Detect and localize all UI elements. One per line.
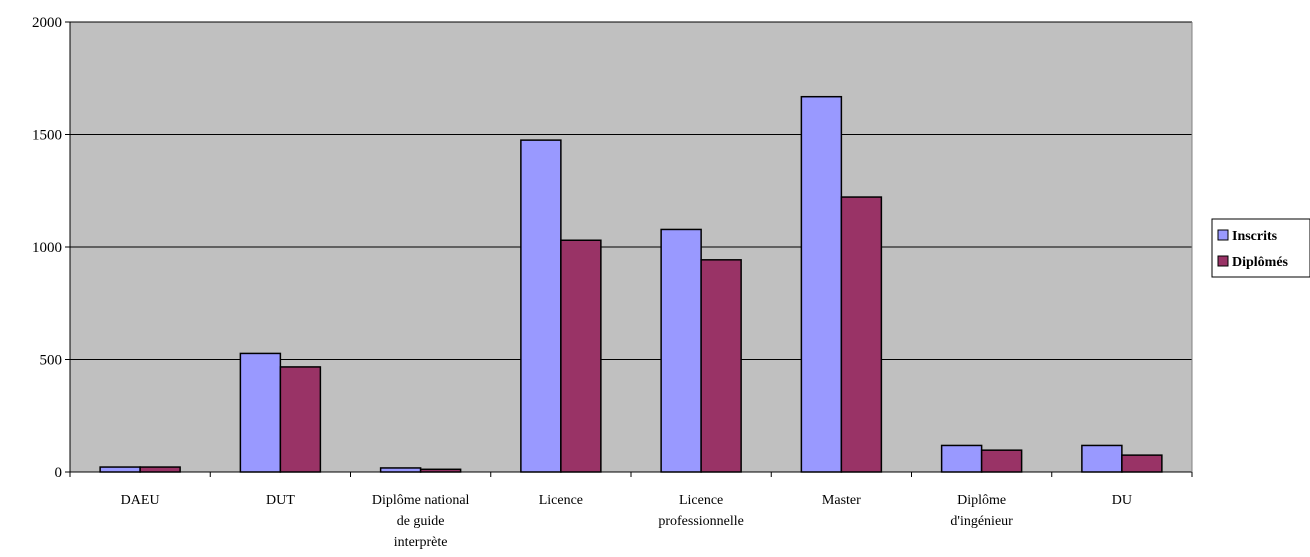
bar-inscrits-6 [940,444,983,473]
x-category-label-line: d'ingénieur [950,514,1013,529]
bar-inscrits-7 [1081,444,1123,473]
x-category-label-line: Diplôme national [372,493,470,508]
x-category-label-line: Diplôme [957,493,1006,508]
legend: Inscrits Diplômés [1211,218,1310,278]
legend-swatch [1217,229,1229,241]
bar-inscrits-2 [379,467,422,473]
x-category-label-line: professionnelle [658,514,744,529]
bar-inscrits-5 [800,95,843,473]
legend-label: Inscrits [1232,229,1278,244]
x-category-label: Diplôme d'ingénieur [950,493,1013,529]
y-tick-label: 2000 [32,15,62,31]
x-category-label: DAEU [121,493,160,508]
x-category-label-line: Licence [679,493,723,508]
y-tick-label: 0 [55,465,63,481]
x-category-label-line: DU [1112,493,1132,508]
y-tick-label: 500 [40,353,63,369]
bar-inscrits-4 [660,228,702,473]
x-category-label-line: DAEU [121,493,160,508]
x-category-label: Licence [539,493,583,508]
x-category-label: DUT [266,493,295,508]
legend-swatch [1217,255,1229,267]
bar-diplms-4 [700,259,742,473]
x-category-label: Master [822,493,861,508]
x-category-label: DU [1112,493,1132,508]
x-category-label-line: DUT [266,493,295,508]
bar-diplms-7 [1121,454,1163,473]
x-axis-ticks: DAEU DUT Diplôme national de guide interprèt… [69,472,1193,550]
x-category-label-line: interprète [394,535,448,550]
bar-inscrits-1 [239,352,282,473]
x-category-label-line: de guide [397,514,445,529]
bar-diplms-0 [139,466,181,473]
legend-box [1211,218,1310,278]
y-tick-label: 1500 [32,128,62,144]
bar-diplms-6 [980,449,1023,473]
y-axis-ticks: 0 500 1000 1500 2000 [32,15,70,481]
x-category-label: Diplôme national de guide interprète [372,493,470,550]
bar-diplms-1 [279,366,322,473]
x-category-label-line: Licence [539,493,583,508]
y-tick-label: 1000 [32,240,62,256]
bar-diplms-3 [560,239,602,473]
bar-diplms-5 [840,196,883,473]
bar-inscrits-3 [520,139,562,473]
bar-inscrits-0 [99,466,141,473]
legend-label: Diplômés [1232,255,1289,270]
x-category-label: Licence professionnelle [658,493,744,529]
bars [99,95,1163,473]
x-category-label-line: Master [822,493,861,508]
